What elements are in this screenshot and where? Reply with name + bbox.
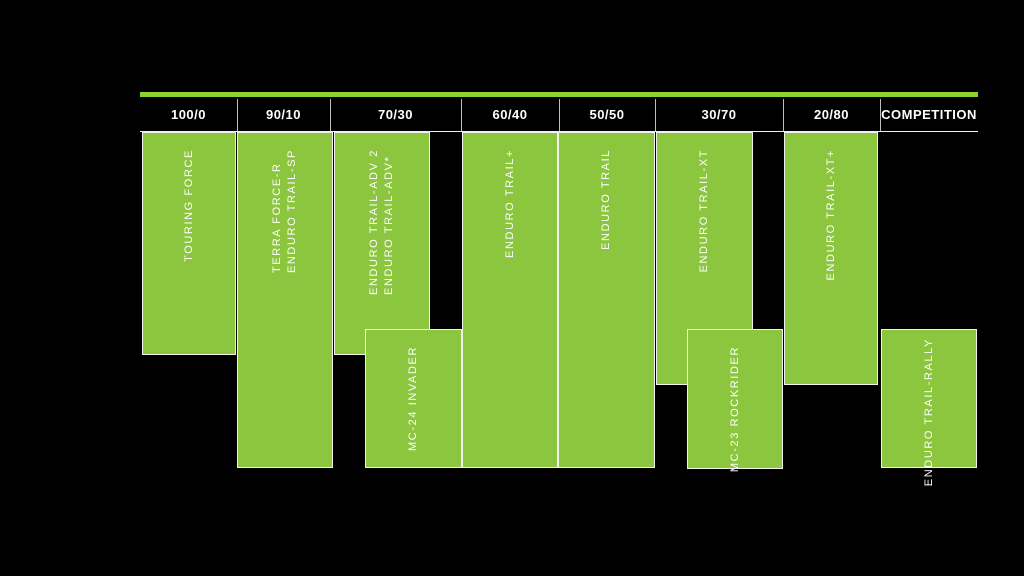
bar-label-enduro-trail-plus: ENDURO TRAIL+ [503, 149, 518, 258]
bar-label-enduro-trail-rally: ENDURO TRAIL-RALLY [922, 338, 937, 486]
bar-label-line: ENDURO TRAIL [600, 149, 612, 250]
bar-mc-23-rockrider: MC-23 ROCKRIDER [687, 329, 783, 472]
bar-enduro-trail: ENDURO TRAIL [558, 132, 655, 468]
bar-enduro-trail-xt-plus: ENDURO TRAIL-XT+ [784, 132, 878, 385]
bar-label-terra-force-r: TERRA FORCE-R ENDURO TRAIL-SP [270, 149, 300, 273]
header-divider [461, 99, 462, 131]
header-divider [783, 99, 784, 131]
bar-enduro-trail-adv: ENDURO TRAIL-ADV 2 ENDURO TRAIL-ADV* [334, 132, 430, 355]
bar-enduro-trail-plus: ENDURO TRAIL+ [462, 132, 558, 468]
bar-label-enduro-trail-xt: ENDURO TRAIL-XT [697, 149, 712, 272]
header-underline [140, 131, 978, 132]
header-divider [880, 99, 881, 131]
accent-line [140, 92, 978, 97]
header-label-20-80: 20/80 [813, 106, 850, 122]
header-label-90-10: 90/10 [265, 106, 302, 122]
bar-label-line: ENDURO TRAIL-SP [286, 149, 298, 274]
bar-label-line: ENDURO TRAIL-XT+ [824, 149, 837, 281]
bar-label-touring-force: TOURING FORCE [182, 149, 197, 262]
header-label-competition: COMPETITION [881, 106, 977, 122]
header-label-30-70: 30/70 [701, 106, 737, 122]
header-label-60-40: 60/40 [492, 106, 528, 122]
bar-touring-force: TOURING FORCE [142, 132, 236, 355]
bar-label-line: ENDURO TRAIL+ [503, 149, 516, 258]
bar-label-mc-23-rockrider: MC-23 ROCKRIDER [728, 346, 743, 472]
bar-label-enduro-trail-adv: ENDURO TRAIL-ADV 2 ENDURO TRAIL-ADV* [367, 149, 397, 295]
bar-enduro-trail-rally: ENDURO TRAIL-RALLY [881, 329, 977, 486]
header-divider [655, 99, 656, 131]
bar-label-line: MC-24 INVADER [407, 346, 419, 451]
header-divider [330, 99, 331, 131]
header-divider [559, 99, 560, 131]
bar-label-line: TERRA FORCE-R [271, 162, 283, 274]
bar-label-mc-24-invader: MC-24 INVADER [406, 346, 421, 451]
header-label-70-30: 70/30 [377, 106, 414, 122]
bar-label-line: TOURING FORCE [182, 149, 195, 262]
bar-label-line: ENDURO TRAIL-RALLY [922, 338, 935, 487]
header-label-50-50: 50/50 [589, 106, 625, 122]
bar-label-enduro-trail-xt-plus: ENDURO TRAIL-XT+ [824, 149, 839, 280]
bar-label-line: ENDURO TRAIL-ADV* [383, 155, 395, 295]
bar-terra-force-r-enduro-trail-sp: TERRA FORCE-R ENDURO TRAIL-SP [237, 132, 333, 468]
bar-label-line: ENDURO TRAIL-ADV 2 [368, 149, 380, 295]
bar-mc-24-invader: MC-24 INVADER [365, 329, 462, 468]
header-divider [237, 99, 238, 131]
header-label-100-0: 100/0 [170, 106, 207, 122]
bar-label-line: MC-23 ROCKRIDER [728, 346, 741, 473]
bar-label-line: ENDURO TRAIL-XT [698, 149, 710, 273]
bar-label-enduro-trail: ENDURO TRAIL [599, 149, 614, 250]
